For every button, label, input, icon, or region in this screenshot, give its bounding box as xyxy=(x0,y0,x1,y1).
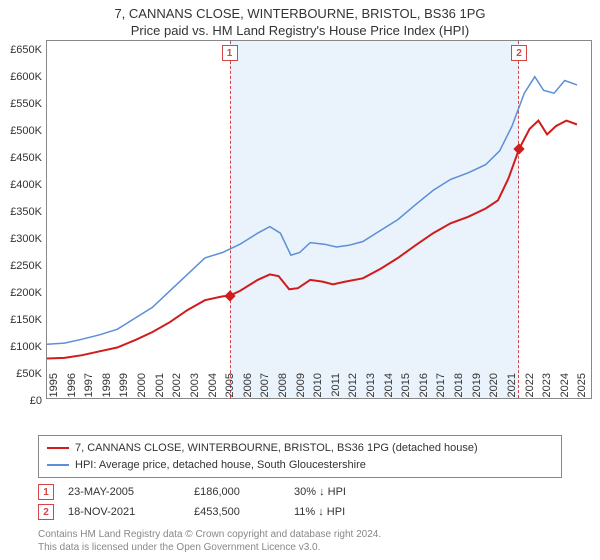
x-tick-label: 2024 xyxy=(559,373,571,401)
y-axis: £650K £600K £550K £500K £450K £400K £350K £300K… xyxy=(0,40,46,429)
footer: Contains HM Land Registry data © Crown c… xyxy=(38,528,562,554)
y-tick-label: £450K xyxy=(10,152,42,164)
footer-line-2: This data is licensed under the Open Gov… xyxy=(38,541,562,554)
y-tick-label: £0 xyxy=(30,395,42,407)
x-tick-label: 2000 xyxy=(136,373,148,401)
x-tick-label: 2025 xyxy=(576,373,588,401)
x-tick-label: 1999 xyxy=(118,373,130,401)
title-subtitle: Price paid vs. HM Land Registry's House … xyxy=(8,23,592,38)
y-tick-label: £250K xyxy=(10,260,42,272)
x-tick-label: 2013 xyxy=(365,373,377,401)
y-tick-label: £100K xyxy=(10,341,42,353)
x-tick-label: 2019 xyxy=(471,373,483,401)
legend: 7, CANNANS CLOSE, WINTERBOURNE, BRISTOL,… xyxy=(38,435,562,478)
marker-tag-1: 1 xyxy=(222,45,238,61)
y-tick-label: £50K xyxy=(16,368,42,380)
title-address: 7, CANNANS CLOSE, WINTERBOURNE, BRISTOL,… xyxy=(8,6,592,21)
sale-tag: 2 xyxy=(38,504,54,520)
legend-swatch xyxy=(47,447,69,449)
sale-price: £186,000 xyxy=(194,486,280,498)
x-tick-label: 2005 xyxy=(224,373,236,401)
x-tick-label: 2008 xyxy=(277,373,289,401)
x-tick-label: 2017 xyxy=(435,373,447,401)
y-tick-label: £600K xyxy=(10,71,42,83)
x-tick-label: 1998 xyxy=(101,373,113,401)
x-tick-label: 2006 xyxy=(242,373,254,401)
legend-row: HPI: Average price, detached house, Sout… xyxy=(47,457,553,474)
y-tick-label: £200K xyxy=(10,287,42,299)
x-tick-label: 2023 xyxy=(541,373,553,401)
x-tick-label: 2001 xyxy=(154,373,166,401)
x-tick-label: 1996 xyxy=(66,373,78,401)
x-tick-label: 2022 xyxy=(524,373,536,401)
y-tick-label: £400K xyxy=(10,179,42,191)
sale-tag: 1 xyxy=(38,484,54,500)
sales-table: 1 23-MAY-2005 £186,000 30% ↓ HPI 2 18-NOV-202… xyxy=(38,484,562,524)
sale-delta: 30% ↓ HPI xyxy=(294,486,346,498)
sale-price: £453,500 xyxy=(194,506,280,518)
legend-label: HPI: Average price, detached house, Sout… xyxy=(75,457,366,474)
x-tick-label: 2020 xyxy=(488,373,500,401)
legend-swatch xyxy=(47,464,69,466)
y-tick-label: £500K xyxy=(10,125,42,137)
x-tick-label: 2011 xyxy=(330,373,342,401)
y-tick-label: £550K xyxy=(10,98,42,110)
sale-row: 2 18-NOV-2021 £453,500 11% ↓ HPI xyxy=(38,504,562,520)
x-tick-label: 2012 xyxy=(347,373,359,401)
x-tick-label: 2018 xyxy=(453,373,465,401)
y-tick-label: £350K xyxy=(10,206,42,218)
x-tick-label: 2015 xyxy=(400,373,412,401)
footer-line-1: Contains HM Land Registry data © Crown c… xyxy=(38,528,562,541)
chart-header: 7, CANNANS CLOSE, WINTERBOURNE, BRISTOL,… xyxy=(0,0,600,40)
y-tick-label: £650K xyxy=(10,44,42,56)
sale-row: 1 23-MAY-2005 £186,000 30% ↓ HPI xyxy=(38,484,562,500)
y-tick-label: £150K xyxy=(10,314,42,326)
x-tick-label: 2009 xyxy=(295,373,307,401)
legend-label: 7, CANNANS CLOSE, WINTERBOURNE, BRISTOL,… xyxy=(75,440,478,457)
sale-date: 18-NOV-2021 xyxy=(68,506,180,518)
x-axis: 1995199619971998199920002001200220032004… xyxy=(46,401,592,429)
x-tick-label: 2021 xyxy=(506,373,518,401)
x-tick-label: 2002 xyxy=(171,373,183,401)
x-tick-label: 2016 xyxy=(418,373,430,401)
series-svg xyxy=(47,41,591,398)
chart-body: £650K £600K £550K £500K £450K £400K £350K £300K… xyxy=(0,40,600,429)
x-tick-label: 2004 xyxy=(207,373,219,401)
marker-tag-2: 2 xyxy=(511,45,527,61)
chart-frame: 12 1995199619971998199920002001200220032… xyxy=(46,40,592,429)
y-tick-label: £300K xyxy=(10,233,42,245)
x-tick-label: 2010 xyxy=(312,373,324,401)
plot-area: 12 xyxy=(46,40,592,399)
x-tick-label: 1995 xyxy=(48,373,60,401)
sale-date: 23-MAY-2005 xyxy=(68,486,180,498)
x-tick-label: 2003 xyxy=(189,373,201,401)
x-tick-label: 1997 xyxy=(83,373,95,401)
series-hpi xyxy=(47,77,577,345)
legend-row: 7, CANNANS CLOSE, WINTERBOURNE, BRISTOL,… xyxy=(47,440,553,457)
x-tick-label: 2014 xyxy=(383,373,395,401)
x-tick-label: 2007 xyxy=(259,373,271,401)
sale-delta: 11% ↓ HPI xyxy=(294,506,345,518)
chart-container: 7, CANNANS CLOSE, WINTERBOURNE, BRISTOL,… xyxy=(0,0,600,560)
